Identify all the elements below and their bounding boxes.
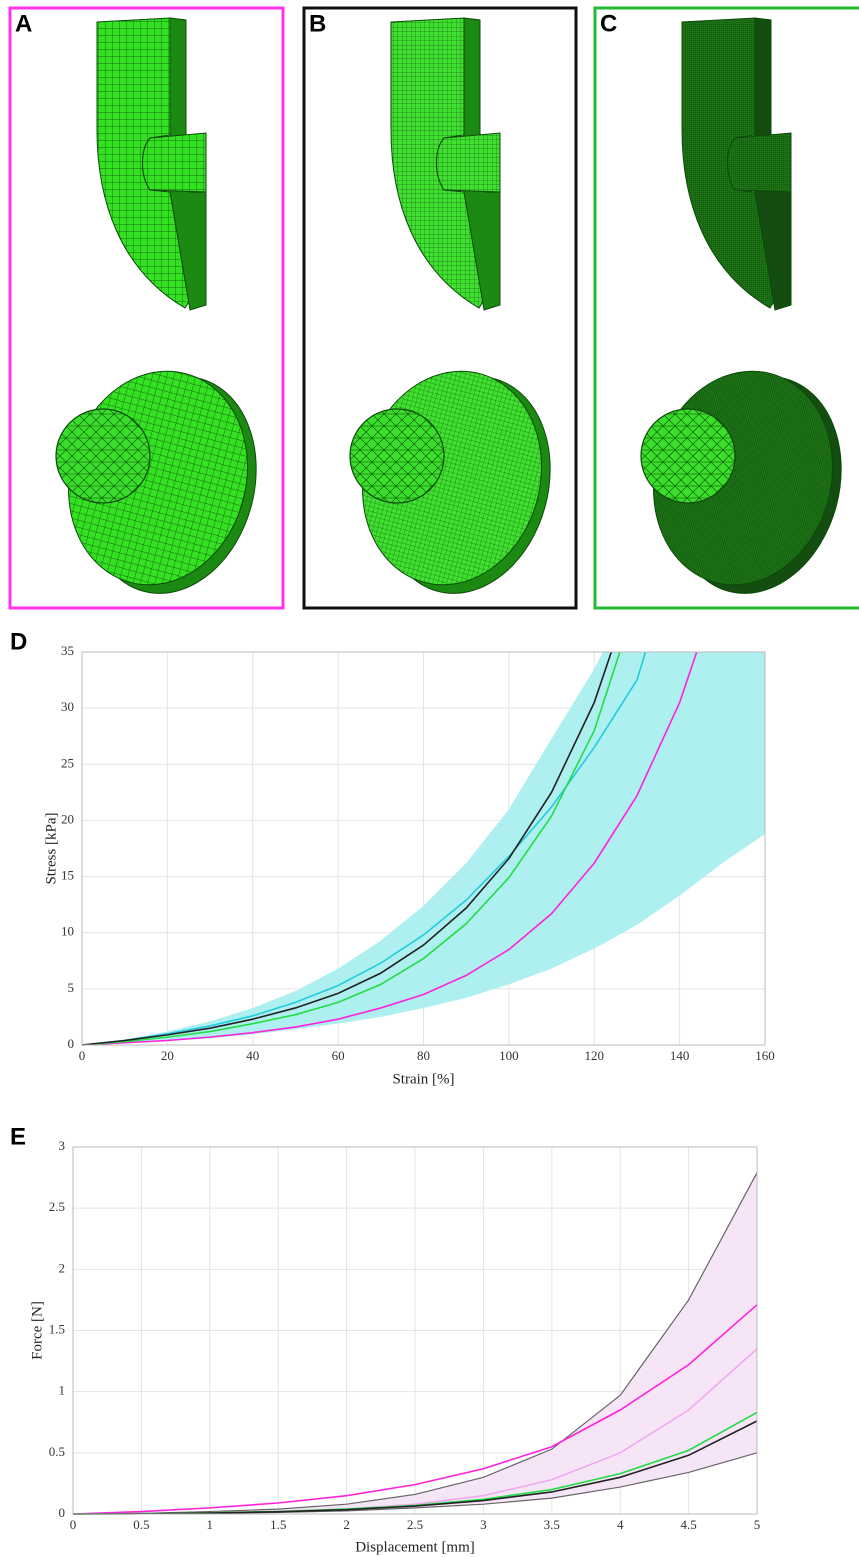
- x-tick-label: 60: [332, 1048, 345, 1063]
- x-tick-label: 5: [754, 1517, 761, 1532]
- panel-label: A: [15, 10, 32, 37]
- indenter: [728, 133, 792, 192]
- page: ABC 02040608010012014016005101520253035D…: [0, 0, 859, 1557]
- indenter: [437, 133, 501, 192]
- y-axis-label: Force [N]: [29, 1301, 45, 1360]
- panel-label: B: [309, 10, 326, 37]
- y-tick-label: 3: [59, 1138, 66, 1153]
- y-tick-label: 25: [61, 755, 74, 770]
- x-tick-label: 2: [343, 1517, 350, 1532]
- x-tick-label: 40: [246, 1048, 259, 1063]
- panel-label: C: [600, 10, 617, 37]
- y-tick-label: 10: [61, 924, 74, 939]
- y-axis-label: Stress [kPa]: [43, 812, 59, 884]
- mesh-panels: A B C: [10, 8, 859, 612]
- y-tick-label: 30: [61, 699, 74, 714]
- x-tick-label: 0.5: [133, 1517, 149, 1532]
- y-tick-label: 2.5: [49, 1199, 65, 1214]
- x-tick-label: 1: [207, 1517, 214, 1532]
- x-tick-label: 80: [417, 1048, 430, 1063]
- x-tick-label: 160: [755, 1048, 775, 1063]
- y-tick-label: 0: [68, 1036, 75, 1051]
- x-tick-label: 0: [70, 1517, 77, 1532]
- y-tick-label: 20: [61, 811, 74, 826]
- x-tick-label: 2.5: [407, 1517, 423, 1532]
- panel-label: E: [10, 1123, 26, 1150]
- x-tick-label: 3: [480, 1517, 487, 1532]
- x-axis-label: Displacement [mm]: [355, 1539, 475, 1555]
- y-tick-label: 1: [59, 1383, 66, 1398]
- panel: C: [595, 8, 859, 612]
- figure: ABC 02040608010012014016005101520253035D…: [0, 0, 859, 1557]
- y-tick-label: 2: [59, 1260, 66, 1275]
- y-tick-label: 1.5: [49, 1321, 65, 1336]
- panel: A: [10, 8, 283, 612]
- y-tick-label: 5: [68, 980, 75, 995]
- x-tick-label: 120: [585, 1048, 605, 1063]
- sphere: [56, 409, 150, 503]
- x-axis-label: Strain [%]: [392, 1071, 454, 1087]
- x-tick-label: 100: [499, 1048, 519, 1063]
- x-tick-label: 4.5: [680, 1517, 696, 1532]
- x-tick-label: 140: [670, 1048, 690, 1063]
- y-tick-label: 15: [61, 868, 74, 883]
- sphere: [350, 409, 444, 503]
- x-tick-label: 1.5: [270, 1517, 286, 1532]
- sphere: [641, 409, 735, 503]
- y-tick-label: 35: [61, 643, 74, 658]
- y-tick-label: 0.5: [49, 1444, 65, 1459]
- x-tick-label: 3.5: [544, 1517, 560, 1532]
- indenter: [143, 133, 207, 192]
- panel-label: D: [10, 628, 27, 655]
- x-tick-label: 4: [617, 1517, 624, 1532]
- x-tick-label: 0: [79, 1048, 86, 1063]
- panel: B: [304, 8, 576, 612]
- y-tick-label: 0: [59, 1505, 66, 1520]
- x-tick-label: 20: [161, 1048, 174, 1063]
